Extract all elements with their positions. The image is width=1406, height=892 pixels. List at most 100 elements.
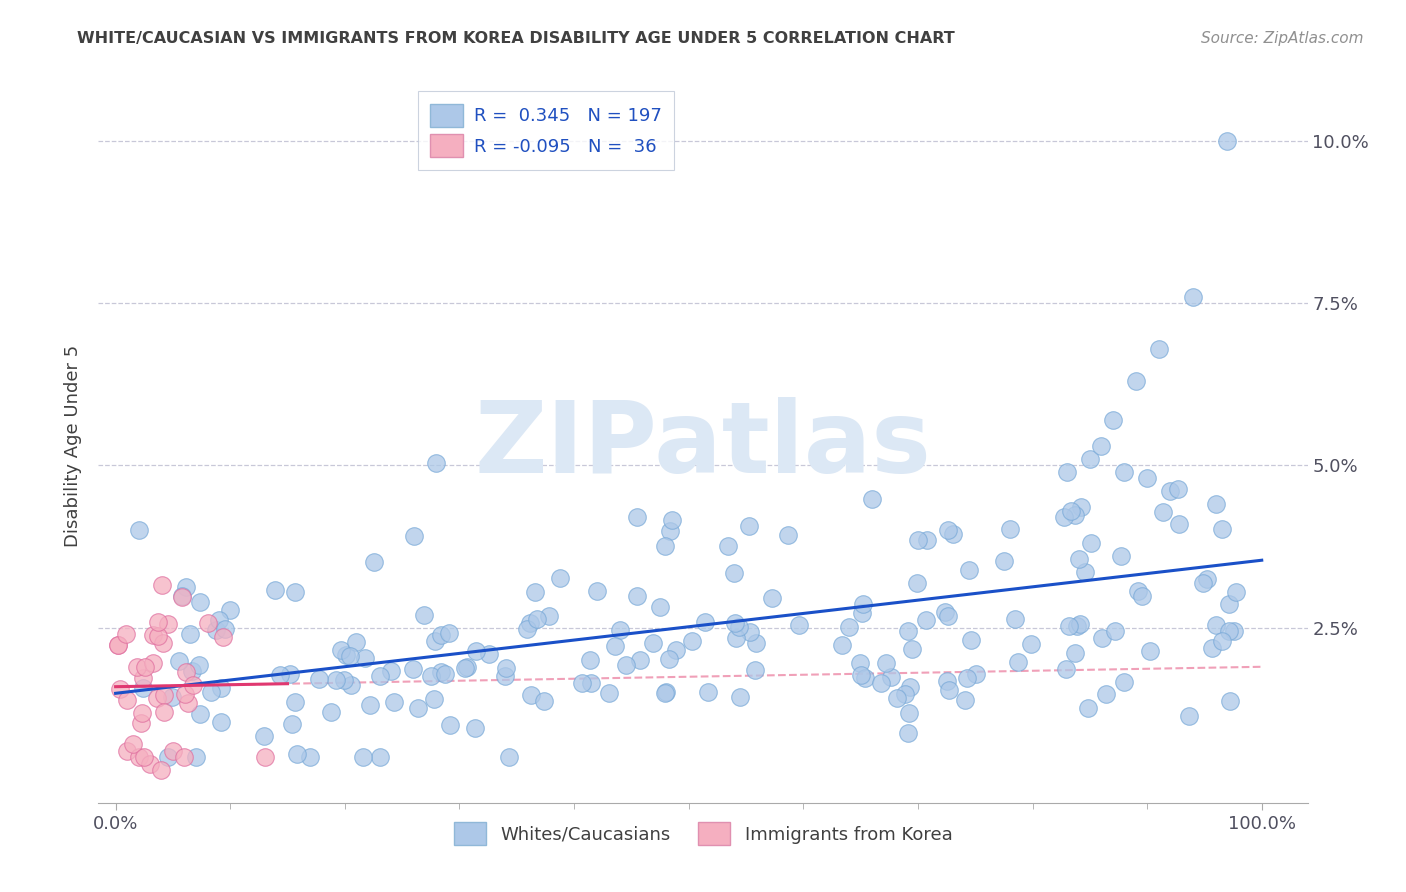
Point [437,626,460,640]
Point [148,628,170,642]
Point [852,597,875,611]
Point [174,687,197,701]
Point [204,623,226,637]
Point [738,625,761,640]
Point [219,603,242,617]
Point [776,528,799,542]
Point [894,687,917,701]
Point [107,638,129,652]
Point [456,660,478,674]
Point [128,750,150,764]
Point [727,620,749,634]
Point [197,615,219,630]
Point [744,663,766,677]
Point [665,643,688,657]
Point [838,620,860,634]
Point [1109,549,1132,564]
Point [519,615,541,630]
Point [1205,618,1227,632]
Point [936,608,959,623]
Point [211,630,233,644]
Point [363,555,385,569]
Point [253,750,276,764]
Point [1004,612,1026,626]
Point [1205,497,1227,511]
Point [339,649,361,664]
Point [402,662,425,676]
Point [181,664,204,678]
Point [115,692,138,706]
Point [1063,646,1085,660]
Point [153,705,176,719]
Point [789,618,811,632]
Point [957,563,980,577]
Point [1201,640,1223,655]
Point [851,606,873,620]
Point [1191,576,1213,591]
Point [152,635,174,649]
Point [429,665,451,680]
Point [571,676,593,690]
Point [176,696,198,710]
Point [200,685,222,699]
Point [139,756,162,771]
Point [1168,517,1191,532]
Point [998,523,1021,537]
Point [170,591,193,605]
Point [848,656,870,670]
Point [115,627,138,641]
Point [380,664,402,678]
Point [478,648,501,662]
Point [1064,508,1087,522]
Point [1178,709,1201,723]
Point [879,670,901,684]
Point [1066,619,1088,633]
Point [849,668,872,682]
Point [209,681,232,695]
Point [128,524,150,538]
Point [352,750,374,764]
Point [1225,584,1247,599]
Point [628,653,651,667]
Point [953,692,976,706]
Point [1057,618,1080,632]
Y-axis label: Disability Age Under 5: Disability Age Under 5 [63,345,82,547]
Point [658,524,681,538]
Point [278,666,301,681]
Point [325,673,347,687]
Point [153,688,176,702]
Point [654,539,676,553]
Point [1181,290,1204,304]
Point [693,615,716,629]
Point [181,678,204,692]
Point [121,738,143,752]
Point [524,585,547,599]
Point [134,750,156,764]
Point [495,661,517,675]
Point [423,692,446,706]
Point [146,615,169,630]
Point [406,700,429,714]
Point [134,660,156,674]
Point [609,623,631,637]
Point [905,575,928,590]
Point [1128,583,1150,598]
Point [174,665,197,679]
Point [402,529,425,543]
Point [108,681,131,696]
Point [368,750,391,764]
Point [454,661,477,675]
Point [717,539,740,553]
Point [1077,701,1099,715]
Point [1069,616,1091,631]
Point [142,656,165,670]
Point [253,729,276,743]
Point [1139,644,1161,658]
Point [1060,504,1083,518]
Point [169,654,191,668]
Point [1101,413,1123,427]
Point [658,652,681,666]
Point [209,714,232,729]
Point [965,667,987,681]
Point [936,673,959,688]
